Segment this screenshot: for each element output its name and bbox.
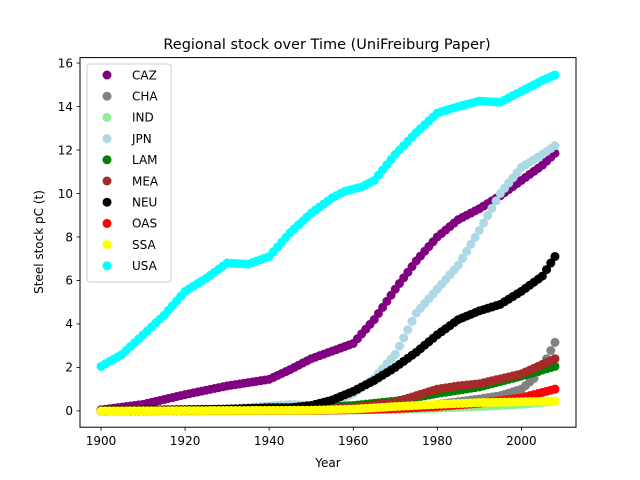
point-jpn — [479, 218, 489, 228]
point-jpn — [390, 349, 400, 359]
legend-marker-usa — [102, 261, 112, 271]
y-tick-label: 8 — [65, 230, 73, 244]
point-mea — [550, 354, 560, 364]
legend-label-oas: OAS — [132, 217, 157, 231]
point-jpn — [462, 246, 472, 256]
point-jpn — [399, 333, 409, 343]
point-jpn — [453, 260, 463, 270]
point-jpn — [407, 316, 417, 326]
point-jpn — [458, 253, 468, 263]
point-neu — [537, 271, 547, 281]
x-tick-label: 1960 — [338, 434, 369, 448]
point-jpn — [487, 203, 497, 213]
point-neu — [542, 265, 552, 275]
y-tick-label: 10 — [58, 187, 73, 201]
point-jpn — [470, 232, 480, 242]
legend-label-ssa: SSA — [132, 238, 156, 252]
point-usa — [550, 70, 560, 80]
legend-marker-oas — [102, 218, 112, 228]
y-tick-label: 16 — [58, 56, 73, 70]
legend-label-jpn: JPN — [131, 132, 152, 146]
plot-points — [96, 70, 560, 416]
x-tick-label: 1900 — [86, 434, 117, 448]
x-axis-label: Year — [314, 456, 340, 470]
point-ssa — [550, 396, 560, 406]
x-tick-label: 1940 — [254, 434, 285, 448]
point-jpn — [550, 141, 560, 151]
y-axis-label: Steel stock pC (t) — [32, 190, 46, 294]
legend-label-usa: USA — [132, 259, 158, 273]
legend-marker-neu — [102, 197, 112, 207]
legend-label-lam: LAM — [132, 153, 158, 167]
y-tick-label: 4 — [65, 317, 73, 331]
point-cha — [550, 337, 560, 347]
legend-frame — [86, 63, 172, 283]
legend-label-neu: NEU — [132, 196, 157, 210]
y-tick-label: 6 — [65, 274, 73, 288]
x-axis: 1900 1920 1940 1960 1980 2000 — [86, 427, 537, 448]
point-neu — [546, 258, 556, 268]
y-axis: 0 2 4 6 8 10 12 14 16 — [58, 56, 80, 418]
x-tick-label: 1980 — [422, 434, 453, 448]
legend-label-ind: IND — [132, 111, 154, 125]
series-usa — [96, 70, 560, 371]
legend-marker-caz — [102, 70, 112, 80]
point-jpn — [466, 239, 476, 249]
legend-label-caz: CAZ — [132, 68, 157, 82]
x-tick-label: 1920 — [170, 434, 201, 448]
chart-title: Regional stock over Time (UniFreiburg Pa… — [163, 37, 490, 53]
point-jpn — [483, 211, 493, 221]
legend-marker-jpn — [102, 134, 112, 144]
y-tick-label: 14 — [58, 100, 73, 114]
point-jpn — [474, 225, 484, 235]
legend: CAZ CHA IND JPN LAM MEA NEU OAS SSA USA — [86, 63, 172, 283]
point-jpn — [394, 341, 404, 351]
point-neu — [550, 252, 560, 262]
legend-marker-ssa — [102, 240, 112, 250]
legend-marker-lam — [102, 155, 112, 165]
legend-marker-cha — [102, 91, 112, 101]
x-tick-label: 2000 — [506, 434, 537, 448]
series-ssa — [96, 396, 560, 416]
legend-marker-mea — [102, 176, 112, 186]
legend-marker-ind — [102, 112, 112, 122]
point-oas — [550, 384, 560, 394]
point-jpn — [403, 325, 413, 335]
point-jpn — [491, 196, 501, 206]
point-cha — [546, 346, 556, 356]
y-tick-label: 0 — [65, 404, 73, 418]
legend-label-cha: CHA — [132, 90, 158, 104]
y-tick-label: 12 — [58, 143, 73, 157]
plot-frame — [79, 57, 577, 428]
y-tick-label: 2 — [65, 361, 73, 375]
legend-label-mea: MEA — [132, 174, 159, 188]
